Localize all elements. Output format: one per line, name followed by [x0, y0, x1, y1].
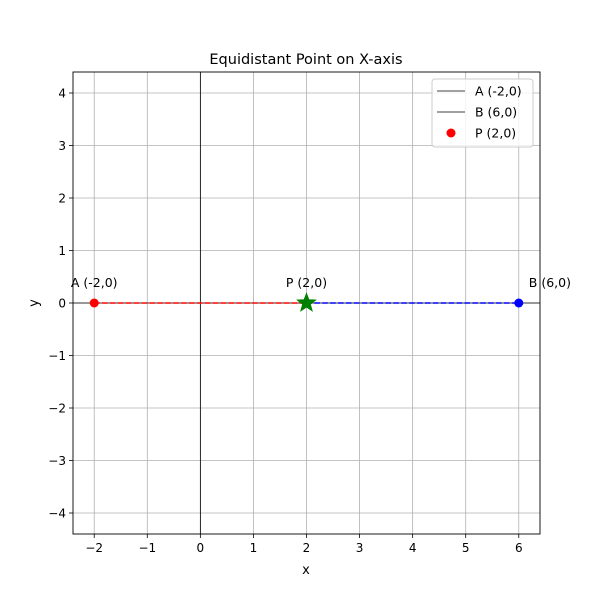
legend: A (-2,0) B (6,0) P (2,0)	[431, 78, 534, 148]
annotations: A (-2,0) B (6,0) P (2,0)	[71, 275, 571, 290]
ticks: −2 −1 0 1 2 3 4 5 6 −4 −3 −2 −1 0 1 2 3 4	[48, 87, 522, 556]
x-tick-label: 0	[197, 541, 205, 555]
x-tick-label: 2	[303, 541, 311, 555]
x-tick-label: 6	[515, 541, 523, 555]
y-tick-label: −2	[48, 402, 66, 416]
y-tick-label: 3	[58, 139, 66, 153]
point-annotation: P (2,0)	[286, 275, 327, 290]
y-axis-label: y	[27, 299, 42, 307]
points	[89, 292, 524, 312]
legend-label: B (6,0)	[475, 105, 517, 120]
point-marker	[514, 298, 524, 308]
y-tick-label: 2	[58, 192, 66, 206]
chart-title: Equidistant Point on X-axis	[209, 52, 402, 68]
point-marker	[89, 298, 99, 308]
x-tick-label: −2	[85, 541, 103, 555]
x-axis-label: x	[302, 563, 310, 578]
legend-marker-swatch	[446, 128, 456, 138]
y-tick-label: 0	[58, 297, 66, 311]
x-tick-label: 1	[250, 541, 258, 555]
point-marker	[296, 292, 317, 312]
point-annotation: A (-2,0)	[71, 275, 118, 290]
x-tick-label: 3	[356, 541, 364, 555]
y-tick-label: −4	[48, 507, 66, 521]
y-tick-label: 1	[58, 244, 66, 258]
y-tick-label: 4	[58, 87, 66, 101]
legend-box	[431, 78, 534, 148]
y-tick-label: −3	[48, 454, 66, 468]
legend-label: A (-2,0)	[475, 84, 522, 99]
x-tick-label: 4	[409, 541, 417, 555]
y-tick-label: −1	[48, 349, 66, 363]
x-tick-label: −1	[138, 541, 156, 555]
point-annotation: B (6,0)	[529, 275, 571, 290]
x-tick-label: 5	[462, 541, 470, 555]
legend-label: P (2,0)	[475, 126, 516, 141]
